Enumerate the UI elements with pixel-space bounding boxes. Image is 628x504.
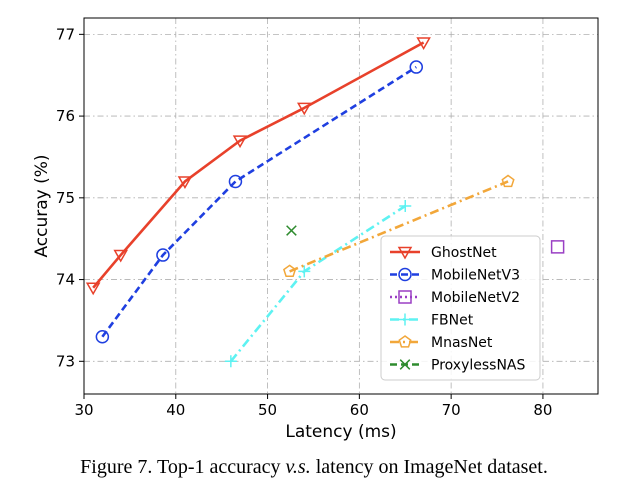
legend-mobilenetv3-marker (398, 267, 412, 282)
axes-frame (83, 17, 599, 395)
legend-mnasnet-marker (398, 335, 412, 348)
mnasnet-line (289, 180, 509, 273)
mobilenetv3-point (156, 248, 170, 262)
mnasnet-point (283, 264, 297, 277)
y-tick-label: 74 (56, 271, 75, 289)
ghostnet-point (177, 176, 193, 189)
ghostnet-point (296, 102, 312, 116)
x-tick-label: 80 (533, 401, 552, 419)
x-tick-label: 30 (74, 401, 93, 419)
ghostnet-point (113, 249, 129, 263)
y-tick-label: 76 (56, 107, 75, 125)
chart: 30 40 50 60 70 80 73 74 75 76 77 Latency (ms) Accura… (32, 17, 599, 442)
ghostnet-point (232, 135, 248, 149)
legend-frame (380, 235, 541, 381)
legend-mobilenetv2-label: MobileNetV2 (431, 290, 520, 306)
x-tick-label: 50 (258, 401, 277, 419)
legend-mobilenetv2-marker (398, 290, 412, 304)
caption-prefix: Figure 7. Top-1 accuracy (80, 456, 286, 478)
ghostnet-point (416, 37, 431, 51)
x-tick-label: 70 (442, 401, 461, 419)
mobilenetv3-point (95, 330, 110, 344)
mobilenetv3-point (409, 60, 424, 74)
mobilenetv2-point (550, 240, 565, 254)
y-axis-title: Accuray (%) (32, 154, 52, 257)
fbnet-point (298, 265, 311, 278)
legend-fbnet-label: FBNet (431, 313, 474, 329)
legend-proxylessnas-label: ProxylessNAS (431, 358, 525, 374)
legend-ghostnet-marker (397, 246, 413, 260)
fbnet-point (224, 355, 237, 368)
mobilenetv3-line (101, 65, 417, 338)
legend-ghostnet-label: GhostNet (431, 245, 497, 261)
caption-suffix: latency on ImageNet dataset. (310, 456, 548, 478)
legend-mnasnet-label: MnasNet (431, 335, 493, 351)
legend-mobilenetv3-label: MobileNetV3 (431, 268, 520, 284)
ghostnet-line (92, 41, 425, 289)
y-tick-label: 75 (56, 189, 75, 207)
x-axis-title: Latency (ms) (285, 422, 396, 442)
legend: GhostNet MobileNetV3 MobileNetV2 FBNet MnasN… (380, 235, 541, 381)
caption-vs: v.s. (285, 456, 311, 478)
fbnet-point (399, 200, 412, 212)
x-tick-label: 40 (166, 401, 185, 419)
proxylessnas-point (286, 225, 297, 236)
legend-fbnet-marker (399, 313, 411, 326)
legend-proxylessnas-marker (399, 359, 411, 370)
figure-caption: Figure 7. Top-1 accuracy v.s. latency on… (0, 456, 628, 479)
y-tick-label: 73 (56, 352, 75, 370)
mnasnet-point (501, 174, 515, 188)
ghostnet-point (85, 282, 101, 296)
x-tick-label: 60 (350, 401, 369, 419)
y-tick-label: 77 (56, 25, 75, 43)
mobilenetv3-point (228, 174, 243, 189)
